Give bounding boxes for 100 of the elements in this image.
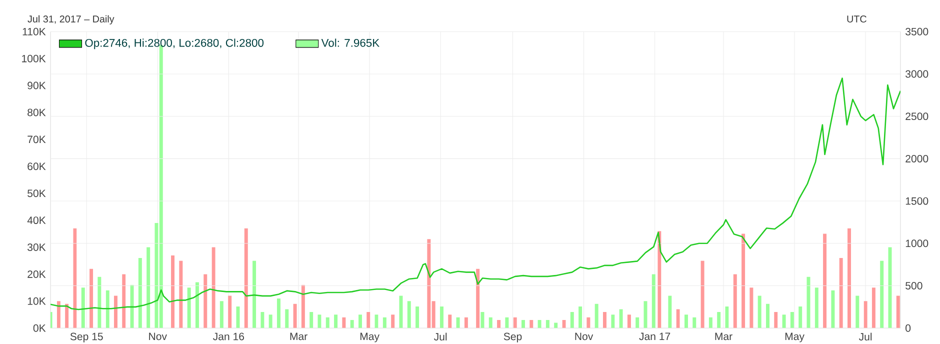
bar (81, 288, 85, 328)
bar (831, 290, 835, 328)
bar (658, 231, 662, 328)
bar (130, 285, 134, 328)
bar (276, 298, 280, 328)
bar (106, 290, 110, 328)
bar (554, 322, 558, 328)
y2-tick-label: 1500 (906, 197, 928, 205)
bar (774, 312, 778, 328)
bar (114, 296, 118, 328)
bar (476, 268, 480, 328)
bar (708, 317, 712, 328)
bar (823, 234, 827, 328)
y2-tick-label: 3500 (906, 28, 928, 36)
bar (342, 317, 346, 328)
bar (578, 306, 582, 328)
bar (65, 304, 69, 328)
bar (733, 274, 737, 328)
bar (204, 274, 208, 328)
y-tick-label: 80K (28, 108, 46, 116)
y-tick-label: 70K (28, 136, 46, 144)
bar (407, 301, 411, 328)
y2-tick-label: 1000 (906, 240, 928, 248)
bar (464, 317, 468, 328)
bar (538, 320, 542, 328)
x-tick-label: Nov (149, 332, 167, 340)
x-tick-label: Mar (290, 332, 308, 340)
bar (350, 320, 354, 328)
bar (358, 314, 362, 328)
bar (750, 288, 754, 328)
x-tick-label: Nov (575, 332, 594, 340)
bar (440, 306, 444, 328)
bar (366, 312, 370, 328)
bar (488, 317, 492, 328)
bar (644, 301, 648, 328)
x-tick-label: Jul (858, 332, 872, 341)
bar (456, 317, 460, 328)
bar (725, 306, 729, 328)
chart-subtitle: Jul 31, 2017 – Daily (28, 15, 114, 24)
bar (480, 312, 484, 328)
bar (856, 296, 860, 328)
bar (505, 317, 509, 328)
y2-tick-label: 3000 (906, 70, 928, 78)
text: UTC (847, 16, 866, 23)
bar (872, 288, 876, 328)
y2-tick-label: 0 (906, 324, 911, 332)
bar (790, 312, 794, 328)
x-tick-label: May (360, 332, 380, 342)
bar (187, 288, 191, 328)
bar (513, 317, 517, 328)
y-tick-label: 100K (22, 54, 46, 62)
bar (244, 228, 248, 328)
bar (318, 314, 322, 328)
bar (684, 314, 688, 328)
bar (798, 306, 802, 328)
bar (73, 228, 77, 328)
y2-tick-label: 2500 (906, 112, 928, 120)
x-tick-label: Jan 16 (213, 332, 244, 340)
bar (627, 314, 631, 328)
bar (530, 320, 534, 328)
bar (546, 320, 550, 328)
bar (391, 314, 395, 328)
bar (521, 320, 525, 328)
bar (586, 317, 590, 328)
x-tick-label: Sep 15 (70, 332, 103, 342)
bar (636, 317, 640, 328)
bar (90, 268, 94, 328)
x-tick-label: Jan 17 (639, 332, 670, 340)
bar (146, 247, 150, 328)
y-tick-label: 10K (28, 297, 46, 305)
bar (399, 296, 403, 328)
bar (700, 260, 704, 328)
y-tick-label: 0K (33, 324, 46, 332)
bar (896, 296, 900, 328)
bar (382, 317, 386, 328)
bar (212, 247, 216, 328)
bar (806, 276, 810, 328)
bar (570, 312, 574, 328)
bar (285, 309, 289, 328)
bar (138, 258, 142, 328)
bar (56, 301, 60, 328)
bar (864, 301, 868, 328)
bar (236, 306, 240, 328)
bar (195, 282, 199, 328)
bar (497, 320, 501, 328)
bar (766, 304, 770, 328)
x-tick-label: Mar (715, 332, 732, 340)
y2-tick-label: 2000 (906, 154, 928, 162)
bar (652, 274, 656, 328)
y2-tick-label: 500 (906, 282, 922, 290)
bar (179, 260, 183, 328)
bar (742, 234, 746, 328)
bar (758, 296, 762, 328)
y-tick-label: 20K (28, 270, 46, 278)
bar (692, 317, 696, 328)
bar (847, 228, 851, 328)
legend-label: Vol: 7.965K (321, 38, 380, 47)
y-tick-label: 40K (27, 216, 46, 224)
bar (416, 306, 420, 328)
bar (220, 301, 224, 328)
